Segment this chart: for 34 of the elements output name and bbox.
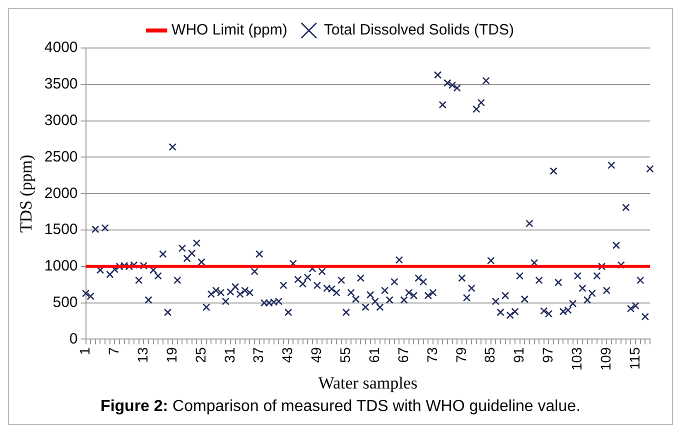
x-tick-label: 115 (626, 347, 642, 370)
x-tick-label: 37 (250, 347, 266, 363)
caption: Figure 2: Comparison of measured TDS with WHO guideline value. (100, 398, 580, 415)
y-tick-label: 3500 (44, 76, 78, 93)
legend-label: WHO Limit (ppm) (172, 22, 288, 39)
x-tick-label: 1 (76, 347, 93, 356)
y-tick-label: 1000 (44, 258, 78, 275)
x-tick-label: 25 (192, 347, 208, 363)
y-tick-label: 0 (69, 330, 78, 348)
x-tick-label: 73 (424, 347, 440, 363)
y-axis-title: TDS (ppm) (16, 154, 36, 233)
x-tick-label: 13 (134, 347, 150, 363)
y-tick-label: 2500 (44, 148, 78, 166)
x-tick-label: 43 (279, 347, 296, 363)
y-tick-label: 500 (52, 294, 78, 311)
x-tick-label: 49 (308, 347, 324, 363)
legend-label: Total Dissolved Solids (TDS) (324, 22, 514, 39)
x-tick-label: 91 (510, 347, 527, 363)
x-tick-label: 85 (482, 347, 498, 363)
x-tick-label: 7 (106, 347, 122, 356)
x-tick-label: 103 (568, 347, 585, 371)
x-tick-label: 55 (337, 347, 354, 363)
x-axis-title: Water samples (318, 373, 418, 392)
x-tick-label: 109 (597, 347, 614, 371)
x-tick-label: 31 (221, 347, 238, 363)
x-tick-label: 61 (366, 347, 382, 363)
y-tick-label: 3000 (44, 112, 78, 129)
x-tick-label: 19 (163, 347, 180, 363)
x-tick-label: 79 (452, 347, 469, 363)
y-tick-label: 2000 (44, 184, 78, 202)
y-tick-label: 1500 (44, 221, 78, 238)
y-tick-label: 4000 (44, 39, 78, 56)
x-tick-label: 67 (394, 347, 411, 363)
x-tick-label: 97 (540, 347, 556, 363)
